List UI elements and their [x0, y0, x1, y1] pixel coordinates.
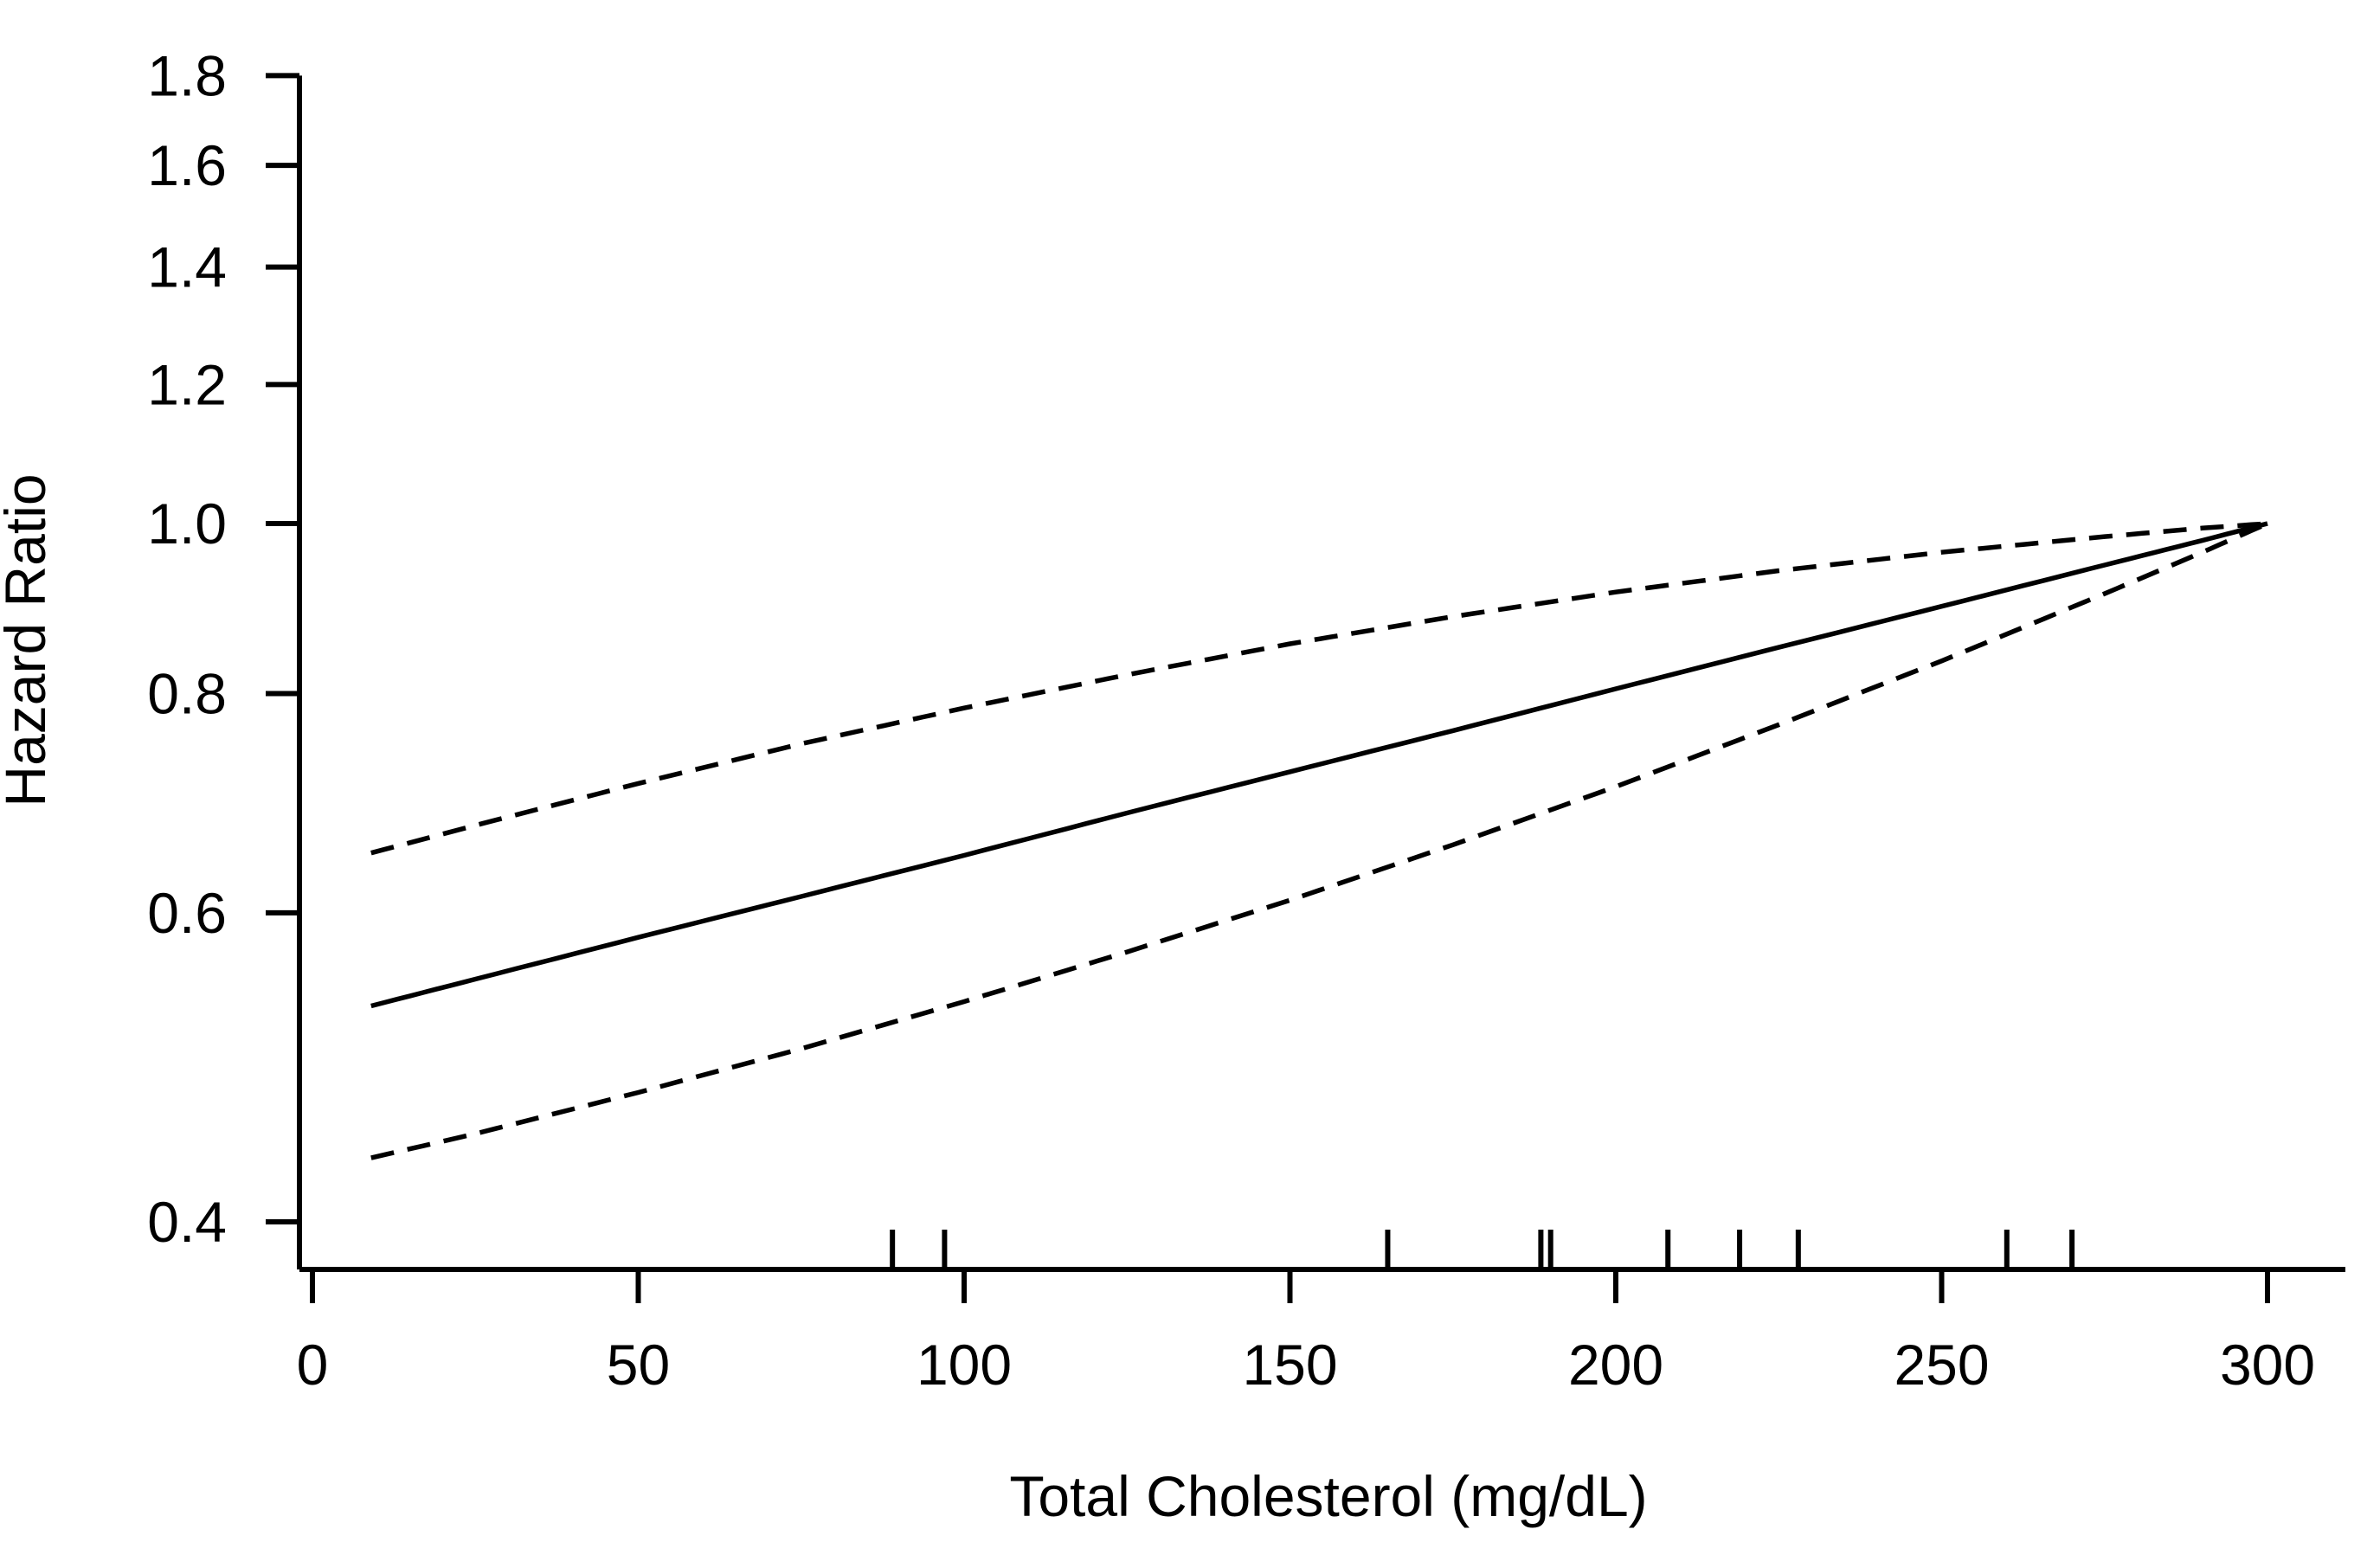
x-tick-label: 150 — [1242, 1333, 1337, 1397]
y-tick-label: 0.8 — [147, 662, 227, 726]
x-tick-label: 300 — [2220, 1333, 2315, 1397]
y-tick-label: 1.0 — [147, 492, 227, 556]
y-tick-label: 1.4 — [147, 235, 227, 299]
x-tick-label: 0 — [297, 1333, 329, 1397]
upper-95ci-line — [370, 521, 2268, 856]
lower-95ci-line — [370, 521, 2269, 1160]
curves — [370, 521, 2269, 1160]
y-tick-label: 0.4 — [147, 1190, 227, 1254]
x-tick-label: 50 — [607, 1333, 670, 1397]
y-tick-label: 0.6 — [147, 881, 227, 945]
x-tick-label: 100 — [917, 1333, 1012, 1397]
y-tick-label: 1.6 — [147, 133, 227, 197]
hazard-ratio-estimate-line — [370, 521, 2268, 1009]
x-axis-title: Total Cholesterol (mg/dL) — [1009, 1464, 1647, 1528]
rug-marks — [890, 1230, 2075, 1268]
y-axis-title: Hazard Ratio — [0, 473, 57, 806]
y-tick-label: 1.2 — [147, 352, 227, 416]
x-axis: 0 50 100 150 200 250 300 — [297, 1267, 2345, 1397]
x-tick-label: 250 — [1894, 1333, 1989, 1397]
y-tick-label: 1.8 — [147, 43, 227, 107]
x-tick-label: 200 — [1568, 1333, 1663, 1397]
y-axis: 1.8 1.6 1.4 1.2 1.0 0.8 0.6 0.4 — [147, 43, 302, 1269]
